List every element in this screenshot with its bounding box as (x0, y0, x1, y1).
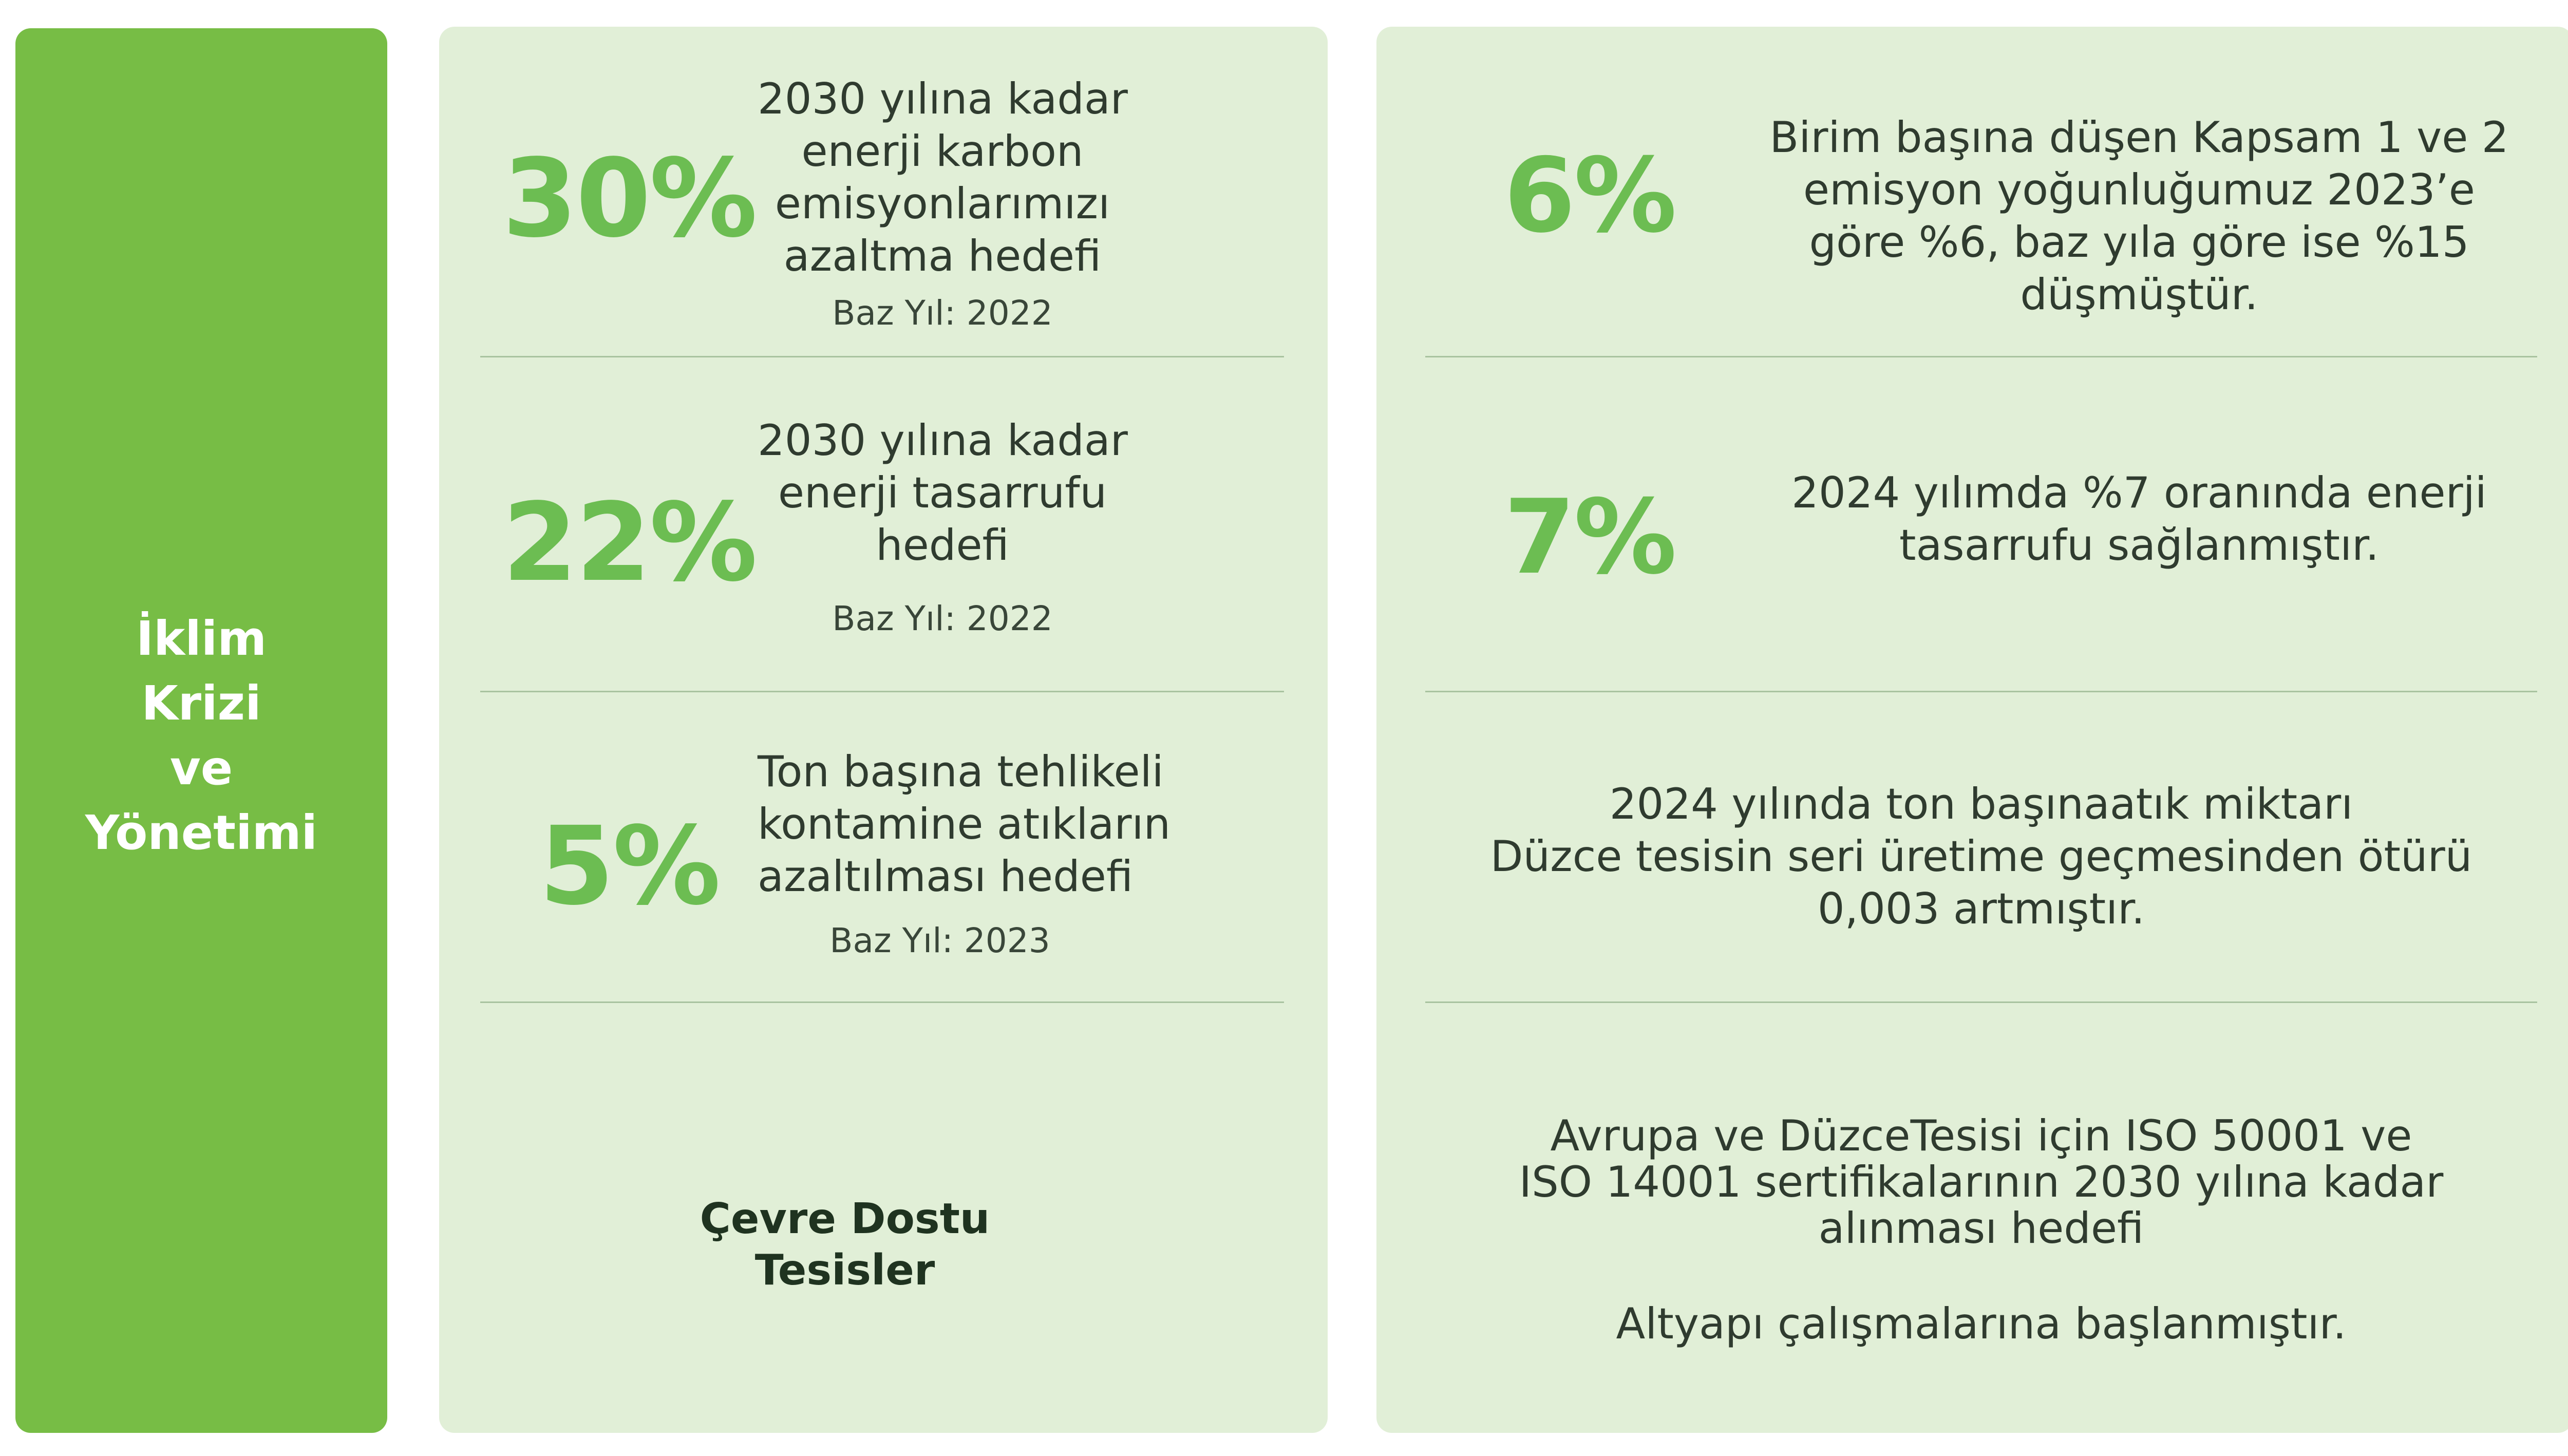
result-text-emission: Birim başına düşen Kapsam 1 ve 2 emisyon… (1769, 112, 2509, 319)
row-divider (480, 356, 1284, 357)
row-divider (1425, 691, 2537, 692)
row-divider (480, 691, 1284, 692)
section-title: İklim Krizi ve Yönetimi (85, 611, 318, 860)
target-percent-waste: 5% (539, 803, 721, 929)
target-base-year-energy: Baz Yıl: 2022 (832, 599, 1053, 638)
certification-text: Avrupa ve DüzceTesisi için ISO 50001 ve … (1519, 1111, 2444, 1253)
results-panel: 6% Birim başına düşen Kapsam 1 ve 2 emis… (1376, 27, 2568, 1433)
target-text-carbon: 2030 yılına kadar enerji karbon emisyonl… (758, 74, 1128, 281)
sidebar-panel: İklim Krizi ve Yönetimi (15, 28, 387, 1433)
targets-panel: 30% 2030 yılına kadar enerji karbon emis… (439, 27, 1328, 1433)
row-divider (1425, 356, 2537, 357)
target-text-waste: Ton başına tehlikeli kontamine atıkların… (758, 747, 1171, 901)
target-percent-energy: 22% (502, 480, 758, 606)
target-base-year-waste: Baz Yıl: 2023 (829, 921, 1050, 960)
result-percent-emission: 6% (1504, 136, 1677, 256)
result-percent-energy: 7% (1504, 478, 1677, 597)
row-divider (1425, 1001, 2537, 1003)
result-text-waste: 2024 yılında ton başınaatık miktarı Düzc… (1490, 779, 2472, 934)
target-text-energy: 2030 yılına kadar enerji tasarrufu hedef… (758, 415, 1128, 570)
facilities-title: Çevre Dostu Tesisler (700, 1195, 990, 1295)
certification-status: Altyapı çalışmalarına başlanmıştır. (1616, 1299, 2347, 1349)
row-divider (480, 1001, 1284, 1003)
result-text-energy: 2024 yılımda %7 oranında enerji tasarruf… (1791, 468, 2487, 570)
target-base-year-carbon: Baz Yıl: 2022 (832, 293, 1053, 333)
target-percent-carbon: 30% (502, 136, 758, 261)
